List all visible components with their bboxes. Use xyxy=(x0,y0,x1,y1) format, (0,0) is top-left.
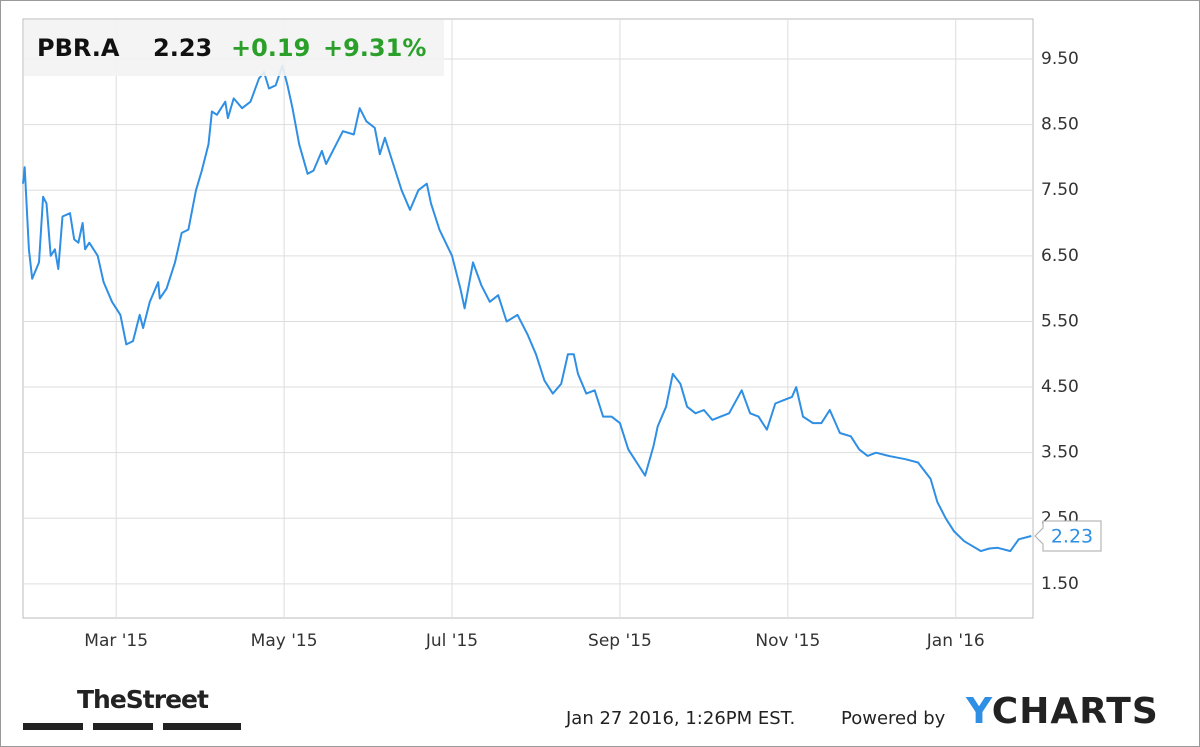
price-line xyxy=(22,64,1032,553)
ticker: PBR.A xyxy=(37,34,120,62)
y-tick-label: 6.50 xyxy=(1041,246,1079,266)
powered-by: Powered by xyxy=(841,708,946,729)
last-value-box xyxy=(1034,520,1102,552)
y-tick-label: 5.50 xyxy=(1041,311,1079,331)
last-value-label: 2.23 xyxy=(1051,525,1093,547)
plot-area xyxy=(22,18,1034,619)
x-tick-label: Jan '16 xyxy=(926,631,985,651)
x-tick-label: Sep '15 xyxy=(588,631,652,651)
header-box xyxy=(24,20,444,76)
y-tick-label: 9.50 xyxy=(1041,49,1079,69)
y-tick-label: 1.50 xyxy=(1041,574,1079,594)
brand: YCHARTS xyxy=(966,691,1159,732)
change-percent: +9.31% xyxy=(323,34,426,62)
source-logo: TheStreet xyxy=(77,685,209,714)
price: 2.23 xyxy=(153,34,212,62)
x-tick-label: Mar '15 xyxy=(84,631,148,651)
y-tick-label: 7.50 xyxy=(1041,180,1079,200)
x-tick-label: May '15 xyxy=(251,631,318,651)
x-tick-label: Nov '15 xyxy=(755,631,820,651)
y-tick-label: 4.50 xyxy=(1041,377,1079,397)
logo-bar xyxy=(23,723,83,730)
x-tick-label: Jul '15 xyxy=(425,631,478,651)
timestamp: Jan 27 2016, 1:26PM EST. xyxy=(565,708,795,729)
y-tick-label: 8.50 xyxy=(1041,115,1079,135)
logo-bar xyxy=(93,723,153,730)
logo-bar xyxy=(163,723,241,730)
y-tick-label: 3.50 xyxy=(1041,443,1079,463)
change: +0.19 xyxy=(231,34,310,62)
